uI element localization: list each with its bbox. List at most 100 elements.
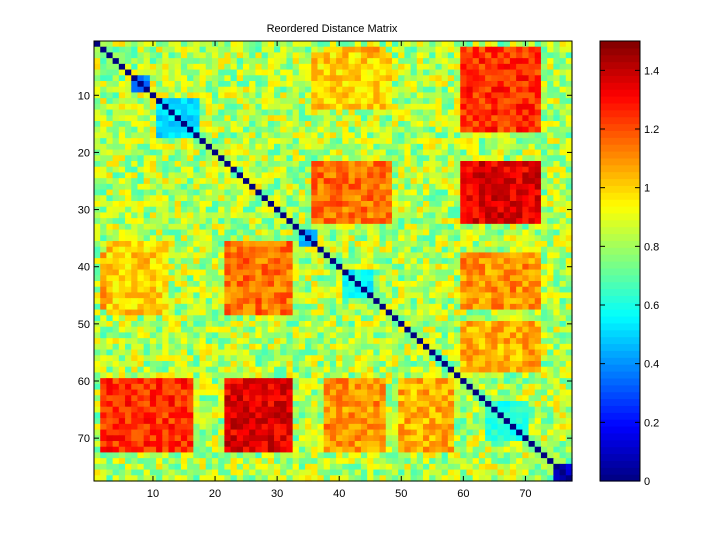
heatmap-cell: [472, 138, 480, 145]
heatmap-cell: [478, 206, 486, 214]
heatmap-cell: [478, 366, 486, 374]
heatmap-cell: [460, 229, 468, 236]
heatmap-cell: [218, 149, 225, 156]
heatmap-cell: [267, 183, 275, 191]
heatmap-cell: [522, 81, 530, 88]
heatmap-cell: [131, 383, 139, 391]
heatmap-cell: [472, 275, 480, 282]
heatmap-cell: [255, 321, 263, 328]
heatmap-cell: [180, 389, 188, 396]
heatmap-cell: [280, 303, 288, 311]
heatmap-cell: [336, 389, 343, 396]
heatmap-cell: [280, 286, 288, 294]
heatmap-cell: [305, 229, 312, 236]
heatmap-cell: [180, 155, 188, 162]
heatmap-cell: [547, 161, 554, 168]
heatmap-cell: [404, 115, 412, 122]
heatmap-cell: [472, 132, 480, 139]
heatmap-cell: [94, 212, 101, 219]
heatmap-cell: [317, 92, 325, 99]
heatmap-cell: [224, 98, 232, 105]
heatmap-cell: [298, 115, 306, 122]
heatmap-cell: [509, 98, 517, 105]
heatmap-cell: [236, 223, 244, 231]
heatmap-cell: [249, 286, 256, 294]
heatmap-cell: [267, 246, 275, 254]
heatmap-cell: [143, 46, 151, 54]
heatmap-cell: [509, 281, 517, 288]
heatmap-cell: [106, 241, 114, 248]
heatmap-cell: [100, 303, 108, 311]
heatmap-cell: [292, 178, 300, 185]
heatmap-cell: [118, 115, 126, 122]
heatmap-cell: [187, 383, 194, 391]
heatmap-cell: [478, 241, 486, 248]
heatmap-cell: [348, 281, 356, 288]
heatmap-cell: [174, 332, 182, 339]
heatmap-cell: [491, 383, 499, 391]
heatmap-cell: [125, 338, 132, 345]
heatmap-cell: [534, 183, 542, 191]
heatmap-cell: [261, 206, 269, 214]
heatmap-cell: [218, 46, 225, 54]
heatmap-cell: [491, 269, 499, 276]
heatmap-cell: [516, 343, 523, 351]
heatmap-cell: [466, 195, 474, 202]
heatmap-cell: [187, 326, 194, 334]
heatmap-cell: [180, 349, 188, 356]
heatmap-cell: [348, 372, 356, 379]
heatmap-cell: [280, 401, 288, 408]
heatmap-cell: [230, 109, 238, 116]
heatmap-cell: [485, 395, 492, 402]
heatmap-cell: [528, 149, 536, 156]
heatmap-cell: [100, 195, 108, 202]
heatmap-cell: [379, 338, 387, 345]
heatmap-cell: [156, 109, 163, 116]
heatmap-cell: [441, 309, 449, 316]
heatmap-cell: [360, 292, 368, 299]
heatmap-cell: [373, 206, 381, 214]
heatmap-cell: [553, 286, 561, 294]
heatmap-cell: [367, 326, 374, 334]
heatmap-cell: [491, 298, 499, 305]
heatmap-cell: [323, 52, 331, 59]
heatmap-cell: [447, 281, 455, 288]
heatmap-cell: [224, 263, 232, 271]
heatmap-cell: [118, 378, 126, 385]
heatmap-cell: [94, 246, 101, 254]
heatmap-cell: [106, 338, 114, 345]
heatmap-cell: [137, 275, 145, 282]
heatmap-cell: [391, 121, 399, 128]
heatmap-cell: [143, 103, 151, 111]
heatmap-cell: [249, 121, 256, 128]
heatmap-cell: [391, 343, 399, 351]
heatmap-cell: [280, 309, 288, 316]
heatmap-cell: [485, 378, 492, 385]
heatmap-cell: [472, 195, 480, 202]
heatmap-cell: [286, 241, 294, 248]
heatmap-cell: [447, 201, 455, 208]
heatmap-cell: [193, 143, 201, 151]
heatmap-cell: [286, 69, 294, 76]
heatmap-cell: [211, 389, 219, 396]
heatmap-cell: [205, 241, 213, 248]
heatmap-cell: [398, 132, 405, 139]
heatmap-cell: [547, 138, 554, 145]
heatmap-cell: [292, 292, 300, 299]
heatmap-cell: [305, 63, 312, 71]
heatmap-cell: [286, 292, 294, 299]
heatmap-cell: [236, 166, 244, 174]
heatmap-cell: [131, 75, 139, 82]
heatmap-cell: [112, 401, 120, 408]
heatmap-cell: [162, 361, 170, 368]
heatmap-cell: [329, 143, 337, 151]
heatmap-cell: [398, 178, 405, 185]
heatmap-cell: [199, 195, 207, 202]
heatmap-cell: [466, 126, 474, 134]
heatmap-cell: [261, 195, 269, 202]
heatmap-cell: [398, 383, 405, 391]
heatmap-cell: [416, 75, 424, 82]
heatmap-cell: [559, 235, 567, 242]
heatmap-cell: [559, 343, 567, 351]
heatmap-cell: [485, 315, 492, 322]
